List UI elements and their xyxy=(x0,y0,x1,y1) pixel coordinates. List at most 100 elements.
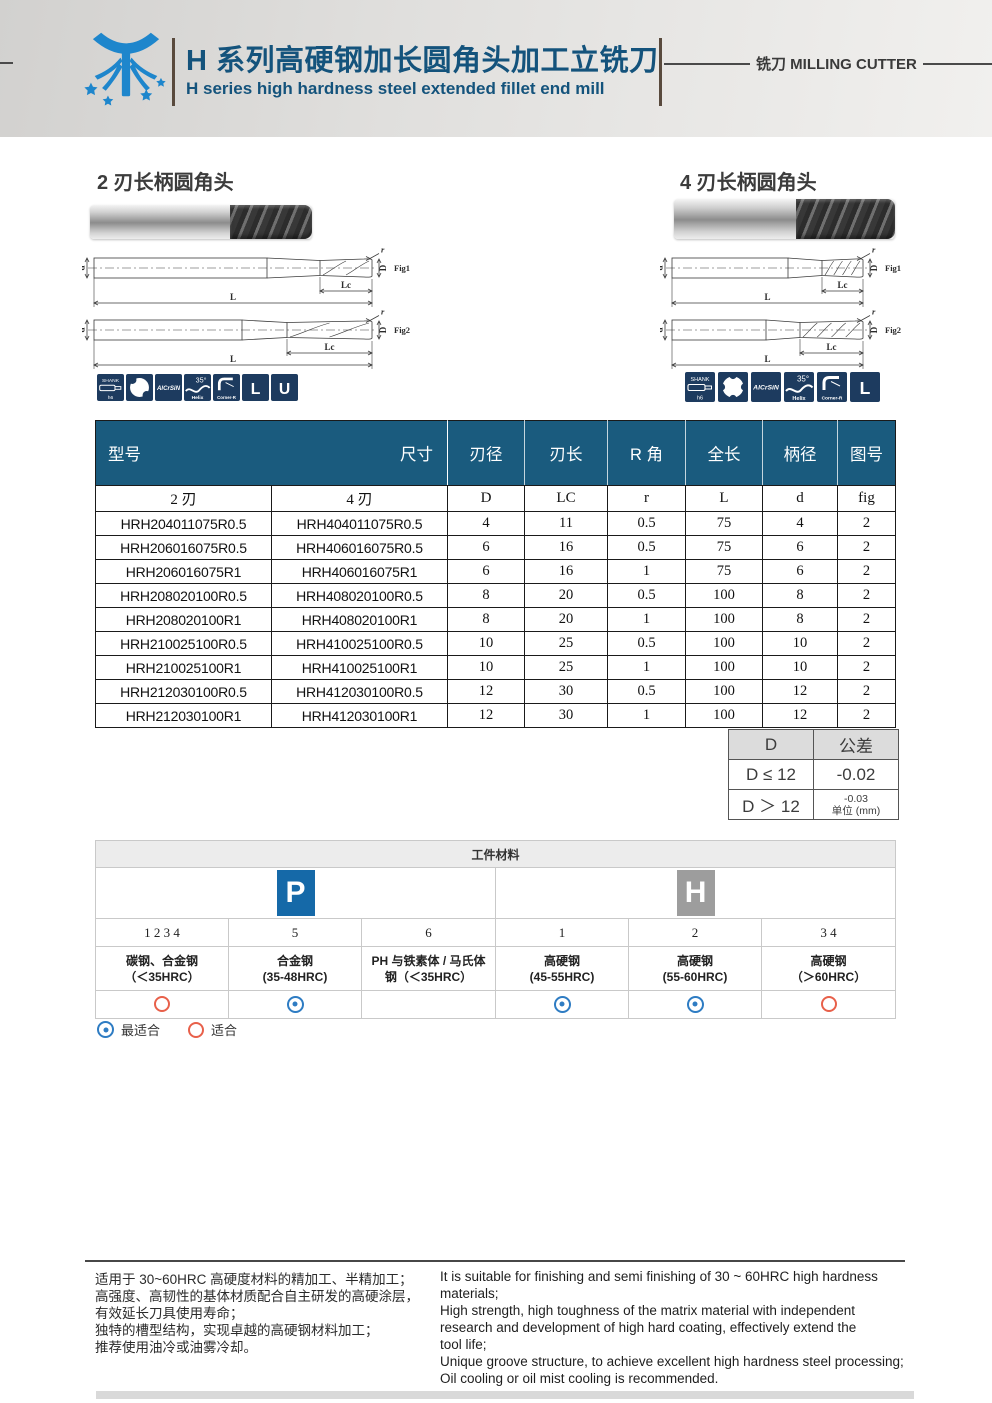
col-header-r-angle: R 角 xyxy=(607,420,686,486)
svg-text:h6: h6 xyxy=(697,396,703,402)
material-number-cell: 1 xyxy=(495,918,629,947)
tolerance-col-d: D xyxy=(728,729,814,760)
svg-text:4: 4 xyxy=(730,381,737,395)
value-cell: 100 xyxy=(685,703,763,728)
value-cell: 30 xyxy=(524,703,608,728)
iso-P-badge: P xyxy=(276,870,315,916)
value-cell: 11 xyxy=(524,511,608,536)
technical-drawing-2flute: r D Fig1 Lc Ld r D Fig2 Lc Ld xyxy=(77,245,422,377)
model-cell: HRH212030100R1 xyxy=(95,703,272,728)
svg-text:Corner-R: Corner-R xyxy=(217,395,237,400)
suitable-icon xyxy=(188,1021,205,1038)
svg-text:SHANK: SHANK xyxy=(102,378,120,384)
note-line: materials; xyxy=(440,1286,499,1301)
svg-text:Fig1: Fig1 xyxy=(885,263,901,273)
corner-r-icon: Corner-R xyxy=(817,372,847,402)
svg-text:Corner-R: Corner-R xyxy=(822,396,843,402)
group-H: H xyxy=(494,867,897,919)
svg-text:d: d xyxy=(660,265,665,270)
material-name-cell: PH 与铁素体 / 马氏体 钢（＜35HRC） xyxy=(361,946,496,991)
value-cell: 2 xyxy=(837,583,896,608)
value-cell: 75 xyxy=(685,511,763,536)
rule-segment xyxy=(922,62,992,65)
tolerance-col-tol: 公差 xyxy=(813,729,899,760)
tolerance-table: D 公差 D ≤ 12 -0.02 D ＞ 12 -0.03 单位 (mm) xyxy=(728,729,899,820)
material-name-cell: 高硬钢 (45-55HRC) xyxy=(495,946,629,991)
svg-text:2: 2 xyxy=(136,383,142,395)
tolerance-value: -0.03 单位 (mm) xyxy=(813,789,899,820)
best-fit-icon xyxy=(286,995,304,1013)
value-cell: 0.5 xyxy=(607,679,686,704)
value-cell: 0.5 xyxy=(607,583,686,608)
svg-text:d: d xyxy=(82,265,87,270)
material-name-cell: 高硬钢 （＞60HRC） xyxy=(760,946,897,991)
value-cell: 10 xyxy=(762,631,838,656)
svg-text:35°: 35° xyxy=(196,376,207,385)
value-cell: 2 xyxy=(837,679,896,704)
model-cell: HRH406016075R1 xyxy=(271,559,448,584)
page-title: H 系列高硬钢加长圆角头加工立铣刀 xyxy=(186,45,659,77)
value-cell: 0.5 xyxy=(607,511,686,536)
note-line: Unique groove structure, to achieve exce… xyxy=(440,1354,904,1369)
model-cell: HRH208020100R0.5 xyxy=(95,583,272,608)
table-row: HRH212030100R1 HRH412030100R1 12 30 1 100 12 2 xyxy=(95,703,896,728)
model-cell: HRH204011075R0.5 xyxy=(95,511,272,536)
rule-segment xyxy=(664,62,750,65)
notes-english: It is suitable for finishing and semi fi… xyxy=(440,1268,904,1387)
tolerance-row: D ＞ 12 -0.03 单位 (mm) xyxy=(728,789,899,820)
value-cell: 10 xyxy=(762,655,838,680)
best-fit-icon xyxy=(686,995,704,1013)
header-band: H 系列高硬钢加长圆角头加工立铣刀 H series high hardness… xyxy=(0,0,992,137)
value-cell: 10 xyxy=(447,655,525,680)
value-cell: 2 xyxy=(837,655,896,680)
value-cell: 6 xyxy=(447,535,525,560)
section-title-4flute: 4 刃长柄圆角头 xyxy=(680,172,817,194)
value-cell: 16 xyxy=(524,535,608,560)
tolerance-row: D ≤ 12 -0.02 xyxy=(728,759,899,790)
legend-best-label: 最适合 xyxy=(121,1023,161,1038)
model-cell: HRH412030100R1 xyxy=(271,703,448,728)
footer-bar xyxy=(96,1391,914,1399)
value-cell: 8 xyxy=(447,583,525,608)
tolerance-range: D ＞ 12 xyxy=(728,789,814,820)
best-fit-icon xyxy=(97,1021,114,1038)
model-cell: HRH404011075R0.5 xyxy=(271,511,448,536)
notes-chinese: 适用于 30~60HRC 高硬度材料的精加工、半精加工； 高强度、高韧性的基体材质… xyxy=(95,1271,419,1356)
corner-size-label: 尺寸 xyxy=(400,446,433,464)
svg-text:D: D xyxy=(869,264,879,271)
tolerance-header-row: D 公差 xyxy=(728,729,899,760)
material-name-cell: 碳钢、合金钢 （＜35HRC） xyxy=(95,946,229,991)
svg-text:Lc: Lc xyxy=(325,342,335,352)
table-row: HRH212030100R0.5 HRH412030100R0.5 12 30 0.5 1… xyxy=(95,679,896,704)
shank-icon: SHANK h6 xyxy=(685,372,715,402)
spec-icons-4flute: SHANK h6 4 AlCrSiN 35° Helix Corner-R L xyxy=(685,372,880,402)
material-suitability-row xyxy=(95,990,897,1019)
unit-note: 单位 (mm) xyxy=(831,804,881,817)
material-number-cell: 6 xyxy=(361,918,496,947)
note-line: 有效延长刀具使用寿命； xyxy=(95,1306,244,1321)
material-title-row: 工件材料 xyxy=(94,840,897,868)
value-cell: 12 xyxy=(447,679,525,704)
model-cell: HRH206016075R1 xyxy=(95,559,272,584)
suitability-cell xyxy=(495,990,629,1019)
suitability-legend: 最适合 适合 xyxy=(97,1020,237,1039)
value-cell: 10 xyxy=(447,631,525,656)
value-cell: 100 xyxy=(685,583,763,608)
table-subheader-row: 2 刃 4 刃 D LC r L d fig xyxy=(95,485,896,512)
subheader-D: D xyxy=(447,485,525,512)
value-cell: 0.5 xyxy=(607,535,686,560)
technical-drawing-4flute: r D Fig1 Lc Ld r D Fig2 Lc Ld xyxy=(655,245,908,377)
model-cell: HRH410025100R1 xyxy=(271,655,448,680)
value-cell: 6 xyxy=(762,559,838,584)
table-row: HRH208020100R0.5 HRH408020100R0.5 8 20 0.5 10… xyxy=(95,583,896,608)
material-name-cell: 高硬钢 (55-60HRC) xyxy=(628,946,762,991)
flutes-icon: 4 xyxy=(718,372,748,402)
col-header-flute-length: 刃长 xyxy=(524,420,608,486)
value-cell: 2 xyxy=(837,703,896,728)
value-cell: 1 xyxy=(607,607,686,632)
subheader-2flute: 2 刃 xyxy=(95,485,272,512)
helix-icon: 35° Helix xyxy=(784,372,814,402)
helix-icon: 35° Helix xyxy=(184,374,211,401)
table-row: HRH204011075R0.5 HRH404011075R0.5 4 11 0.5 75… xyxy=(95,511,896,536)
svg-text:Fig1: Fig1 xyxy=(394,263,410,273)
